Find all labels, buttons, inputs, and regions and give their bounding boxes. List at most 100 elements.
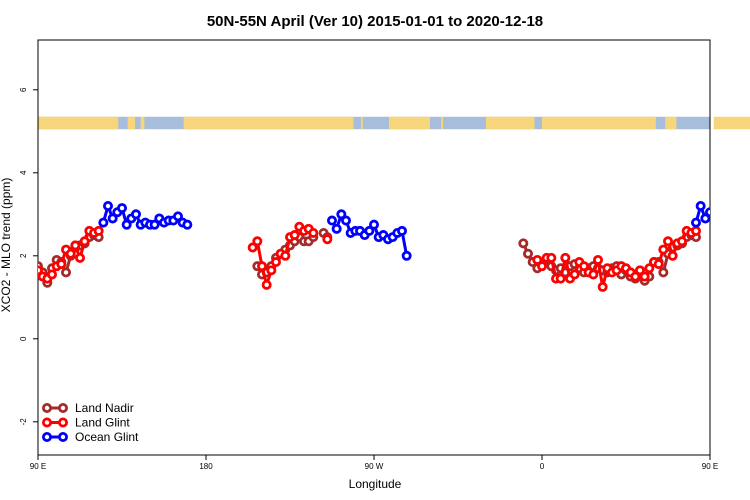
- legend-marker: [58, 431, 69, 442]
- data-point: [569, 269, 580, 280]
- data-point: [658, 244, 669, 255]
- data-point: [518, 238, 529, 249]
- data-point: [368, 219, 379, 230]
- y-axis-label: XCO2 - MLO trend (ppm): [0, 178, 13, 313]
- data-point: [70, 240, 81, 251]
- y-tick-label: 0: [19, 336, 28, 341]
- data-point: [597, 281, 608, 292]
- data-point: [308, 227, 319, 238]
- y-tick-label: 2: [19, 253, 28, 258]
- land-mask-segment: [713, 116, 750, 130]
- data-point: [364, 225, 375, 236]
- x-tick-label: 90 W: [365, 462, 384, 471]
- data-point: [555, 273, 566, 284]
- data-point: [677, 236, 688, 247]
- data-point: [331, 223, 342, 234]
- land-mask-segment: [127, 116, 136, 130]
- y-tick-label: 6: [19, 87, 28, 92]
- data-point: [117, 203, 128, 214]
- data-point: [98, 217, 109, 228]
- data-point: [588, 269, 599, 280]
- data-point: [266, 265, 277, 276]
- y-tick-label: 4: [19, 170, 28, 175]
- land-mask-segment: [360, 116, 363, 130]
- data-point: [182, 219, 193, 230]
- data-point: [705, 207, 710, 218]
- data-point: [695, 200, 706, 211]
- data-point: [47, 269, 58, 280]
- data-point: [537, 261, 548, 272]
- legend-label: Land Glint: [75, 416, 130, 430]
- data-point: [256, 261, 267, 272]
- data-point: [635, 265, 646, 276]
- data-point: [322, 234, 333, 245]
- data-point: [560, 252, 571, 263]
- data-point: [252, 236, 263, 247]
- legend-label: Land Nadir: [75, 401, 134, 415]
- data-point: [65, 248, 76, 259]
- land-mask-segment: [140, 116, 145, 130]
- data-point: [149, 219, 160, 230]
- data-point: [653, 259, 664, 270]
- data-point: [280, 250, 291, 261]
- legend-marker: [42, 431, 53, 442]
- data-point: [579, 261, 590, 272]
- land-mask-segment: [542, 116, 656, 130]
- data-point: [61, 267, 72, 278]
- legend-marker: [42, 417, 53, 428]
- x-tick-label: 0: [540, 462, 545, 471]
- data-point: [658, 267, 669, 278]
- data-point: [546, 252, 557, 263]
- legend-marker: [42, 402, 53, 413]
- data-point: [172, 211, 183, 222]
- data-point: [336, 209, 347, 220]
- legend-item: Land Glint: [42, 416, 130, 430]
- x-tick-label: 90 E: [30, 462, 46, 471]
- data-point: [247, 242, 258, 253]
- data-point: [667, 250, 678, 261]
- data-point: [593, 254, 604, 265]
- data-point: [121, 219, 132, 230]
- data-point: [644, 263, 655, 274]
- data-point: [56, 259, 67, 270]
- land-mask-segment: [388, 116, 430, 130]
- data-point: [639, 271, 650, 282]
- data-point: [79, 236, 90, 247]
- data-point: [340, 215, 351, 226]
- y-tick-label: -2: [19, 418, 28, 426]
- data-point: [725, 211, 732, 218]
- data-point: [270, 257, 281, 268]
- series-land-glint: [38, 221, 702, 292]
- land-mask-segment: [441, 116, 444, 130]
- chart-title: 50N-55N April (Ver 10) 2015-01-01 to 202…: [207, 13, 543, 30]
- data-point: [630, 271, 641, 282]
- x-axis-label: Longitude: [349, 477, 402, 491]
- land-mask-segment: [665, 116, 677, 130]
- x-tick-label: 180: [199, 462, 213, 471]
- land-mask-segment: [183, 116, 354, 130]
- data-point: [396, 225, 407, 236]
- data-point: [532, 254, 543, 265]
- data-point: [691, 217, 702, 228]
- plot-area: 90 E 180 90 W 0 90 E -2 0 2 4 6: [19, 39, 750, 471]
- data-point: [523, 248, 534, 259]
- data-point: [401, 250, 412, 261]
- data-point: [261, 279, 272, 290]
- series-ocean-glint: [98, 200, 732, 261]
- plot-frame: [37, 39, 711, 456]
- data-point: [130, 209, 141, 220]
- legend-item: Land Nadir: [42, 401, 134, 415]
- data-point: [289, 230, 300, 241]
- data-point: [709, 206, 710, 210]
- x-tick-label: 90 E: [702, 462, 718, 471]
- data-point: [93, 225, 104, 236]
- data-point: [663, 236, 674, 247]
- data-point: [326, 215, 337, 226]
- legend-marker: [58, 417, 69, 428]
- legend-item: Ocean Glint: [42, 430, 139, 444]
- data-point: [75, 252, 86, 263]
- data-point: [691, 225, 702, 236]
- data-point: [107, 213, 118, 224]
